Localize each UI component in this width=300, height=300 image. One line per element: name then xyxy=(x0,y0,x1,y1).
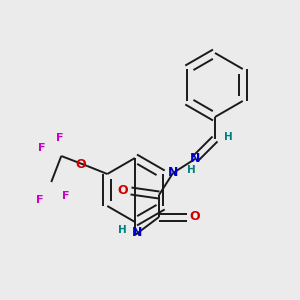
Text: N: N xyxy=(168,167,178,179)
Text: F: F xyxy=(38,143,45,153)
Text: F: F xyxy=(35,195,43,205)
Text: N: N xyxy=(132,226,142,239)
Text: O: O xyxy=(75,158,86,170)
Text: O: O xyxy=(190,211,200,224)
Text: F: F xyxy=(56,133,63,143)
Text: N: N xyxy=(190,152,200,166)
Text: F: F xyxy=(61,191,69,201)
Text: H: H xyxy=(187,165,195,175)
Text: H: H xyxy=(118,225,126,235)
Text: O: O xyxy=(118,184,128,197)
Text: H: H xyxy=(224,132,232,142)
